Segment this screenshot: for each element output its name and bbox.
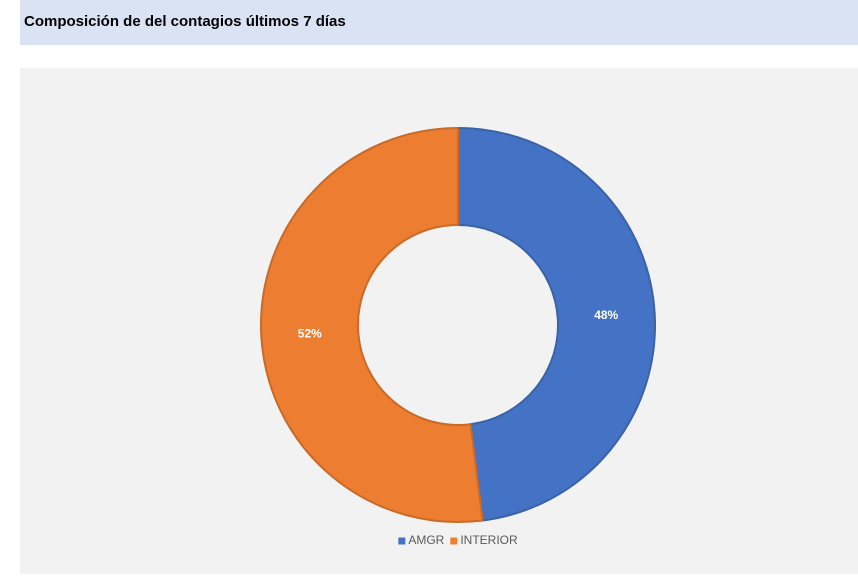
donut-slice <box>260 126 484 523</box>
legend-swatch <box>450 537 458 545</box>
legend-swatch <box>398 537 406 545</box>
donut-slice <box>457 126 656 522</box>
data-label: 48% <box>594 308 618 322</box>
data-label: 52% <box>298 326 322 340</box>
header-bar <box>20 0 858 45</box>
legend-label: INTERIOR <box>460 533 518 547</box>
chart-title: Composición de del contagios últimos 7 d… <box>24 13 346 30</box>
legend-label: AMGR <box>408 533 444 547</box>
